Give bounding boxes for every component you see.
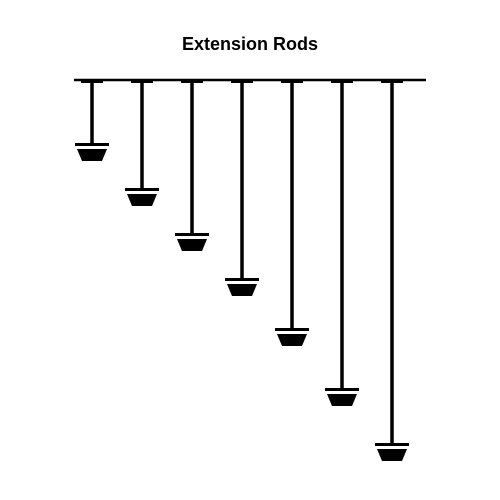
extension-rod-3 <box>175 80 209 251</box>
extension-rod-2 <box>125 80 159 206</box>
extension-rods-diagram <box>0 0 500 500</box>
extension-rod-7 <box>375 80 409 461</box>
extension-rod-6 <box>325 80 359 406</box>
extension-rod-5 <box>275 80 309 346</box>
diagram-title: Extension Rods <box>0 34 500 55</box>
extension-rod-4 <box>225 80 259 296</box>
extension-rod-1 <box>75 80 109 161</box>
